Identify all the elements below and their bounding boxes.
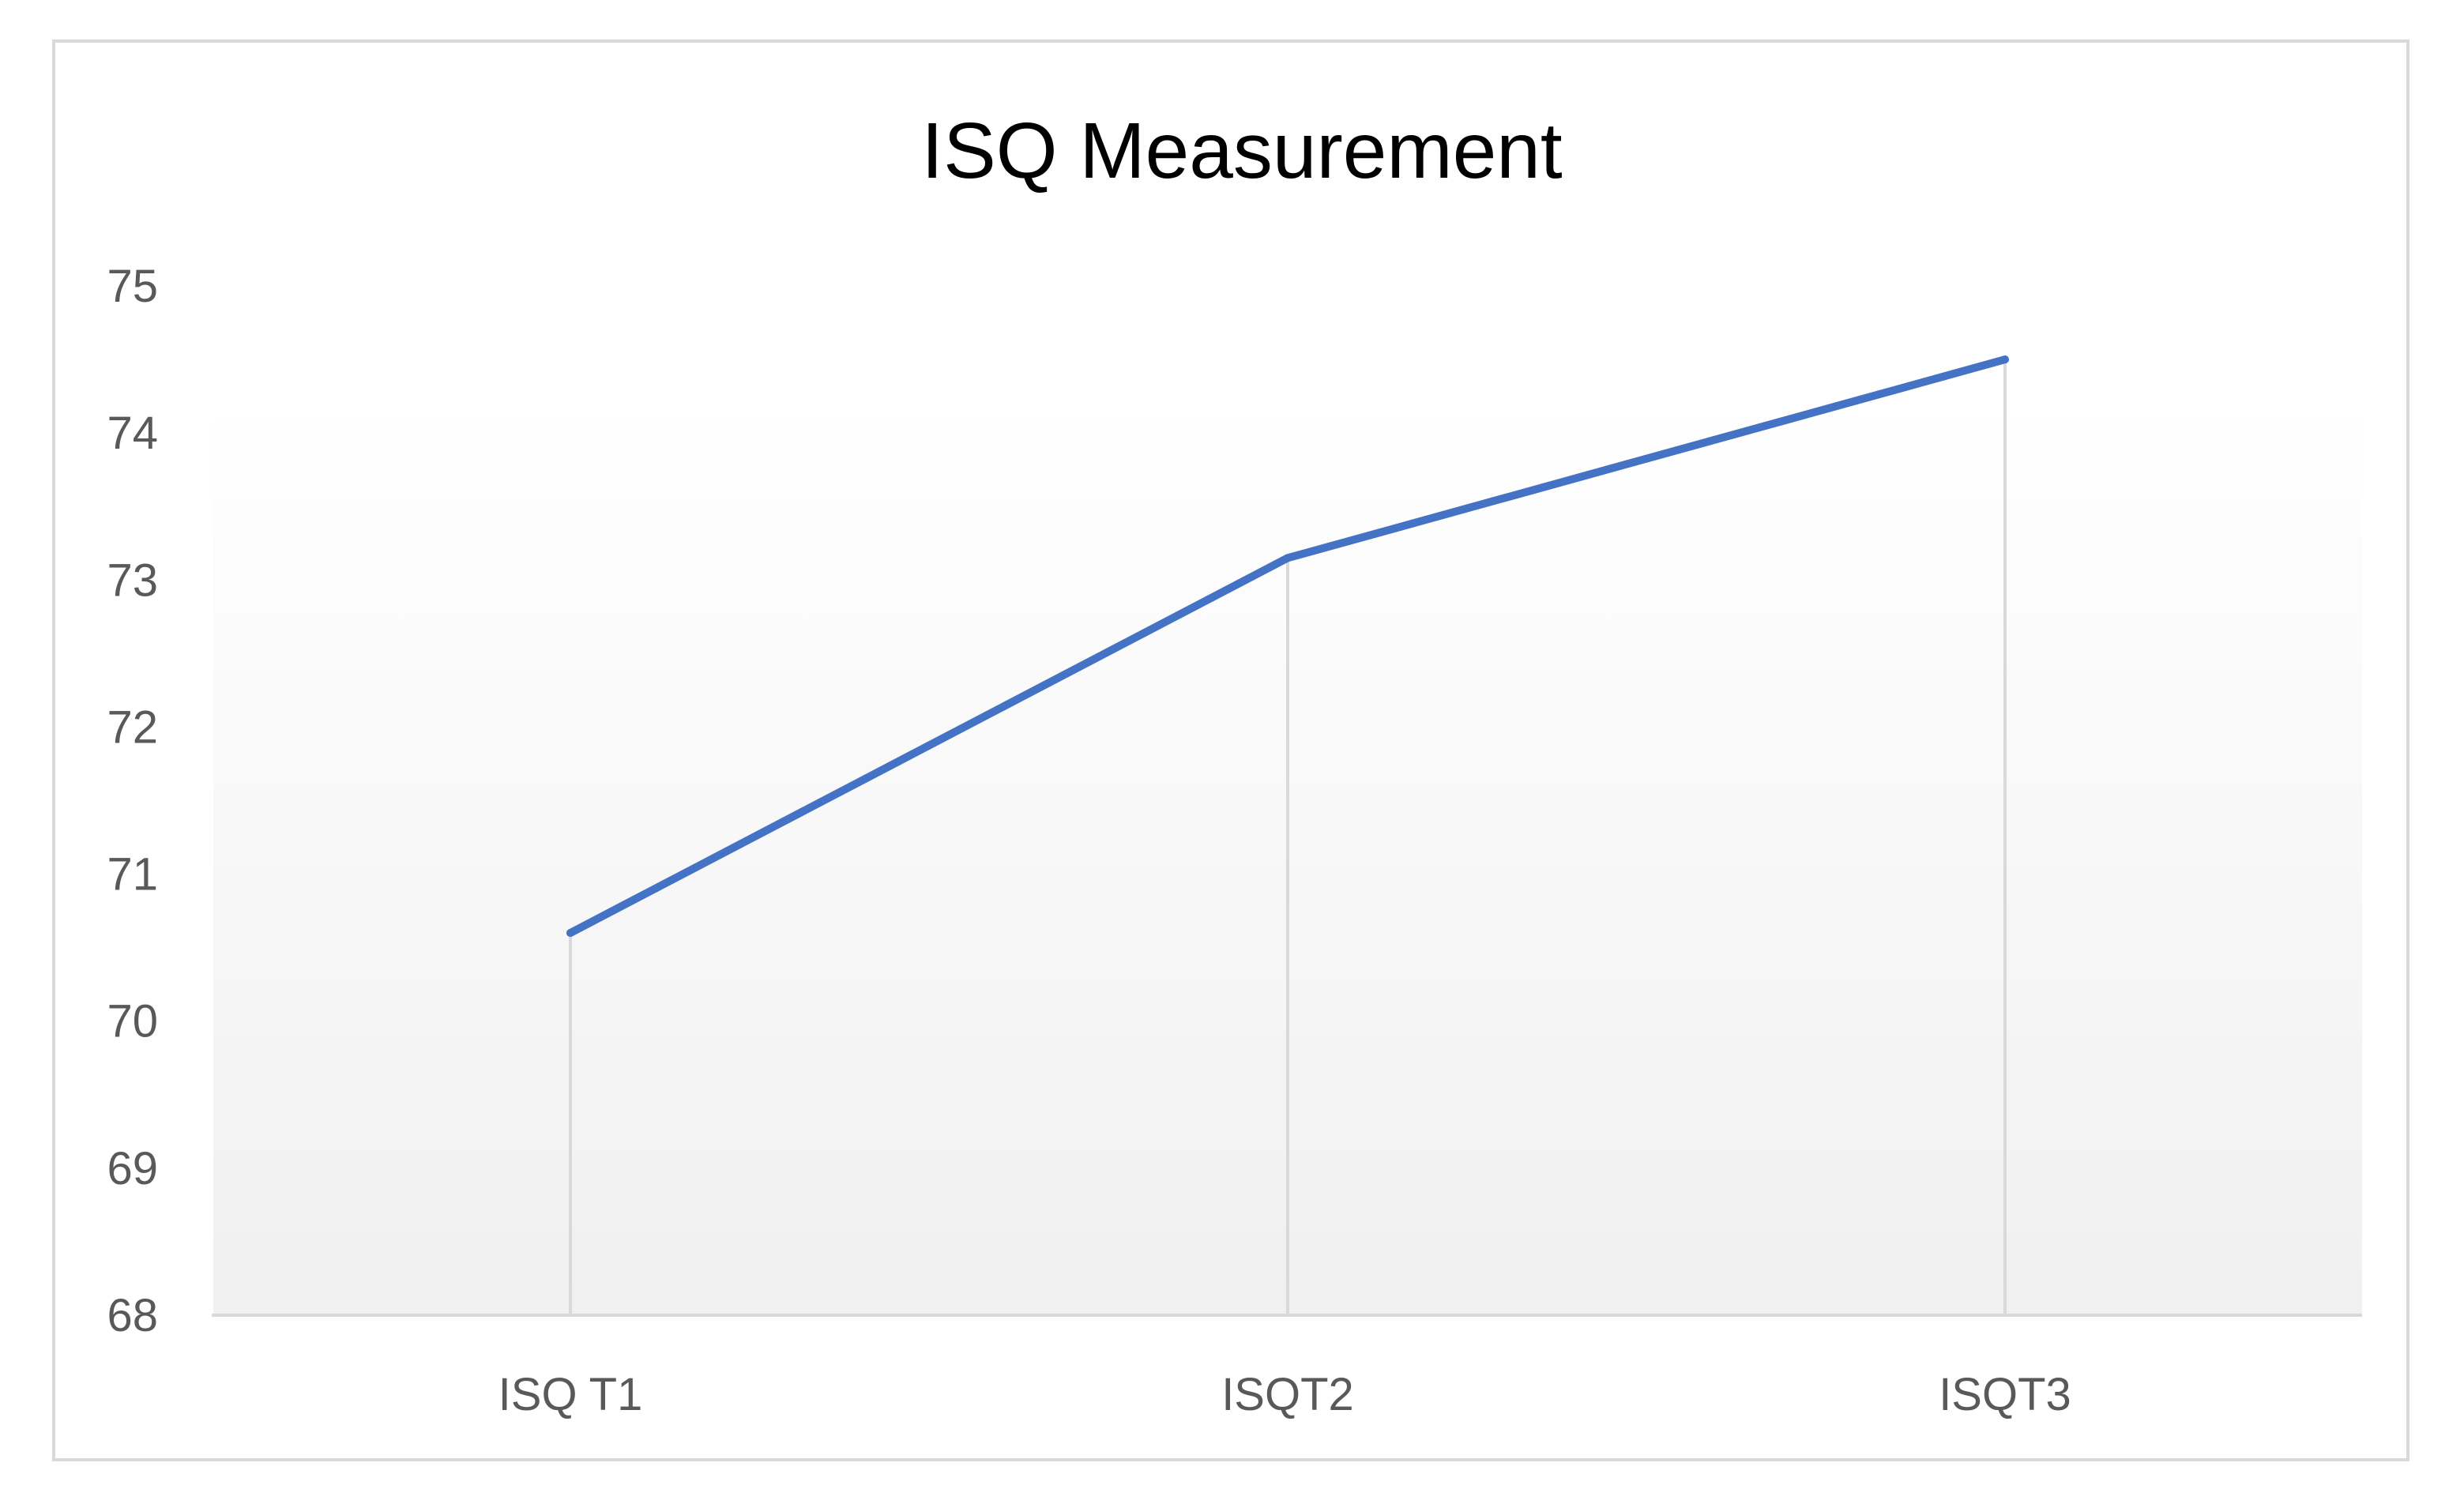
series-group [566,355,2009,938]
y-tick-label: 73 [107,555,158,606]
x-tick-label: ISQT3 [1939,1369,2071,1420]
x-axis-tick-labels: ISQ T1 ISQT2 ISQT3 [498,1369,2071,1420]
data-point [566,929,574,938]
y-tick-label: 68 [107,1290,158,1341]
y-tick-label: 69 [107,1143,158,1194]
drop-lines [569,359,2007,1315]
y-tick-label: 74 [107,408,158,459]
y-tick-label: 71 [107,849,158,901]
chart-title: ISQ Measurement [921,107,1563,195]
data-point [2001,355,2009,364]
x-tick-label: ISQ T1 [498,1369,643,1420]
x-tick-label: ISQT2 [1221,1369,1354,1420]
y-tick-label: 72 [107,701,158,753]
data-point [1284,554,1292,562]
y-tick-label: 75 [107,261,158,312]
y-axis-tick-labels: 68 69 70 71 72 73 74 75 [107,261,158,1341]
y-tick-label: 70 [107,996,158,1047]
